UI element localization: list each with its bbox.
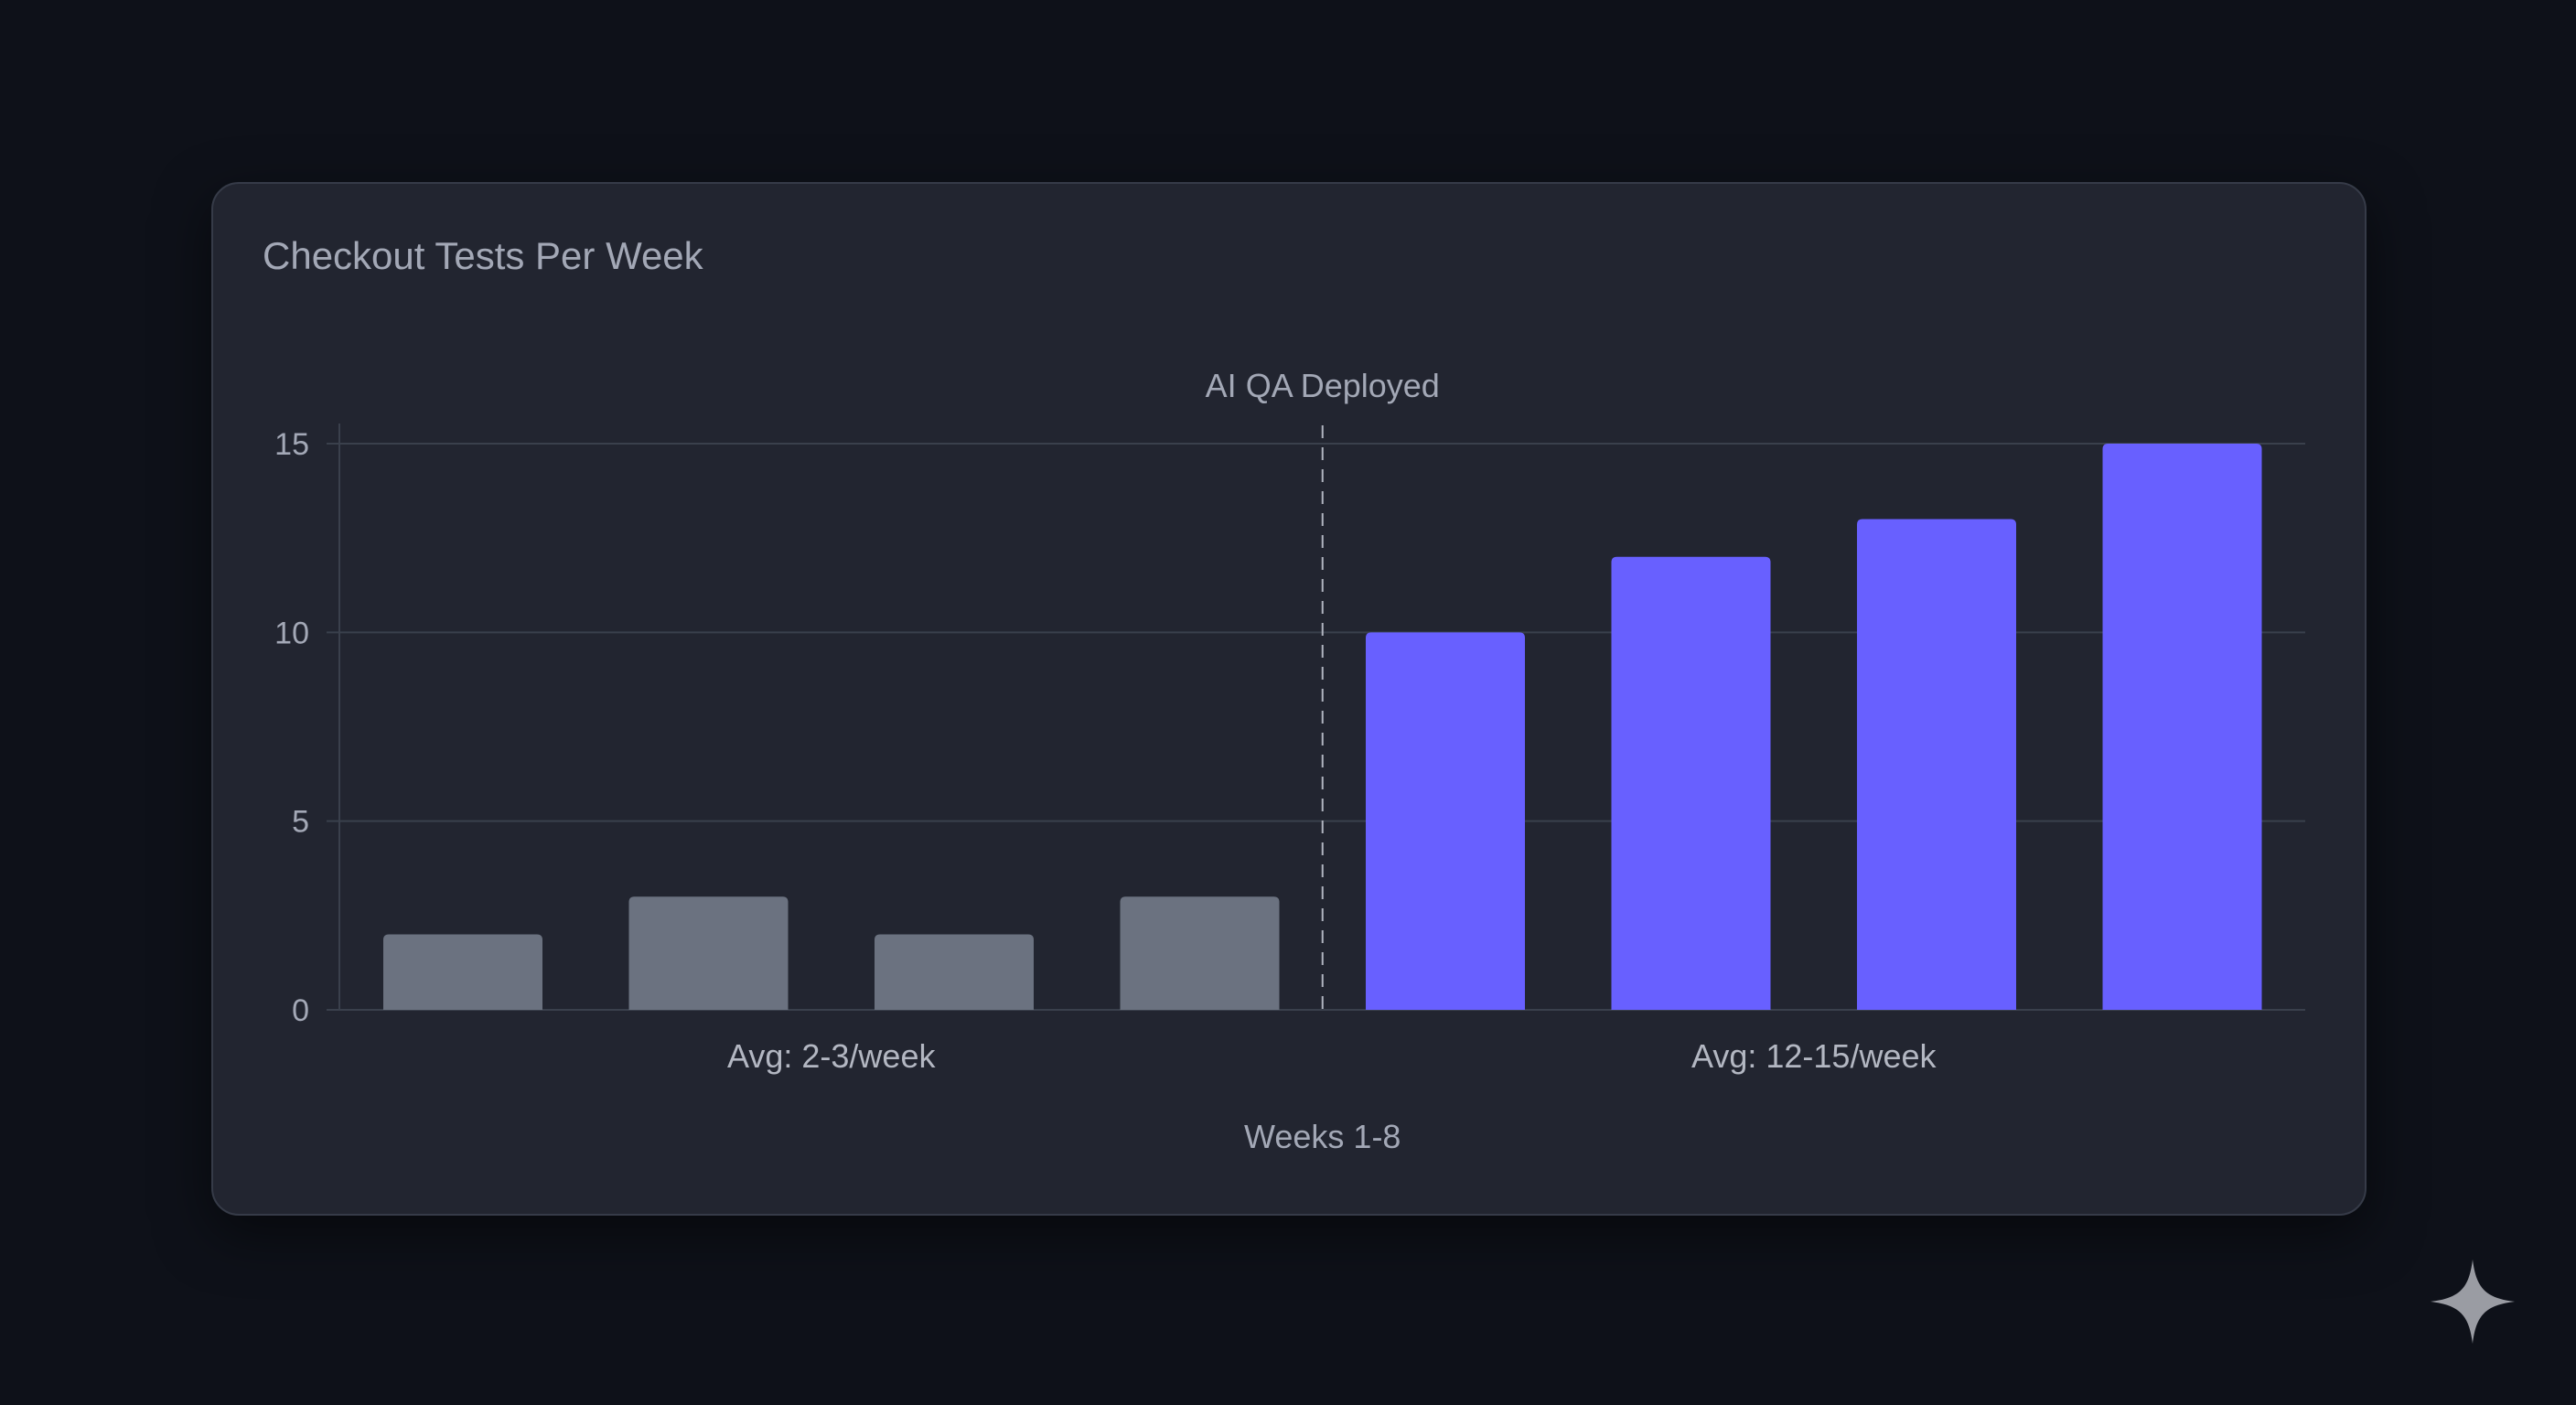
bar-week-5 [1366, 632, 1525, 1010]
y-tick-label: 10 [274, 616, 309, 650]
group-label: Avg: 12-15/week [1691, 1037, 1937, 1075]
bar-week-7 [1857, 519, 2016, 1010]
y-tick-label: 5 [292, 805, 309, 840]
bar-week-8 [2102, 444, 2262, 1010]
sparkle-icon [2430, 1259, 2516, 1345]
y-tick-label: 15 [274, 427, 309, 462]
chart-title: Checkout Tests Per Week [263, 234, 703, 277]
bar-week-1 [383, 934, 542, 1010]
bar-week-3 [875, 934, 1034, 1010]
bar-week-4 [1120, 896, 1280, 1010]
x-axis-label: Weeks 1-8 [1244, 1118, 1401, 1155]
y-tick-label: 0 [292, 993, 309, 1028]
annotation-label: AI QA Deployed [1206, 367, 1440, 404]
group-label: Avg: 2-3/week [727, 1037, 936, 1075]
bar-week-6 [1611, 556, 1771, 1010]
bar-week-2 [628, 896, 789, 1010]
